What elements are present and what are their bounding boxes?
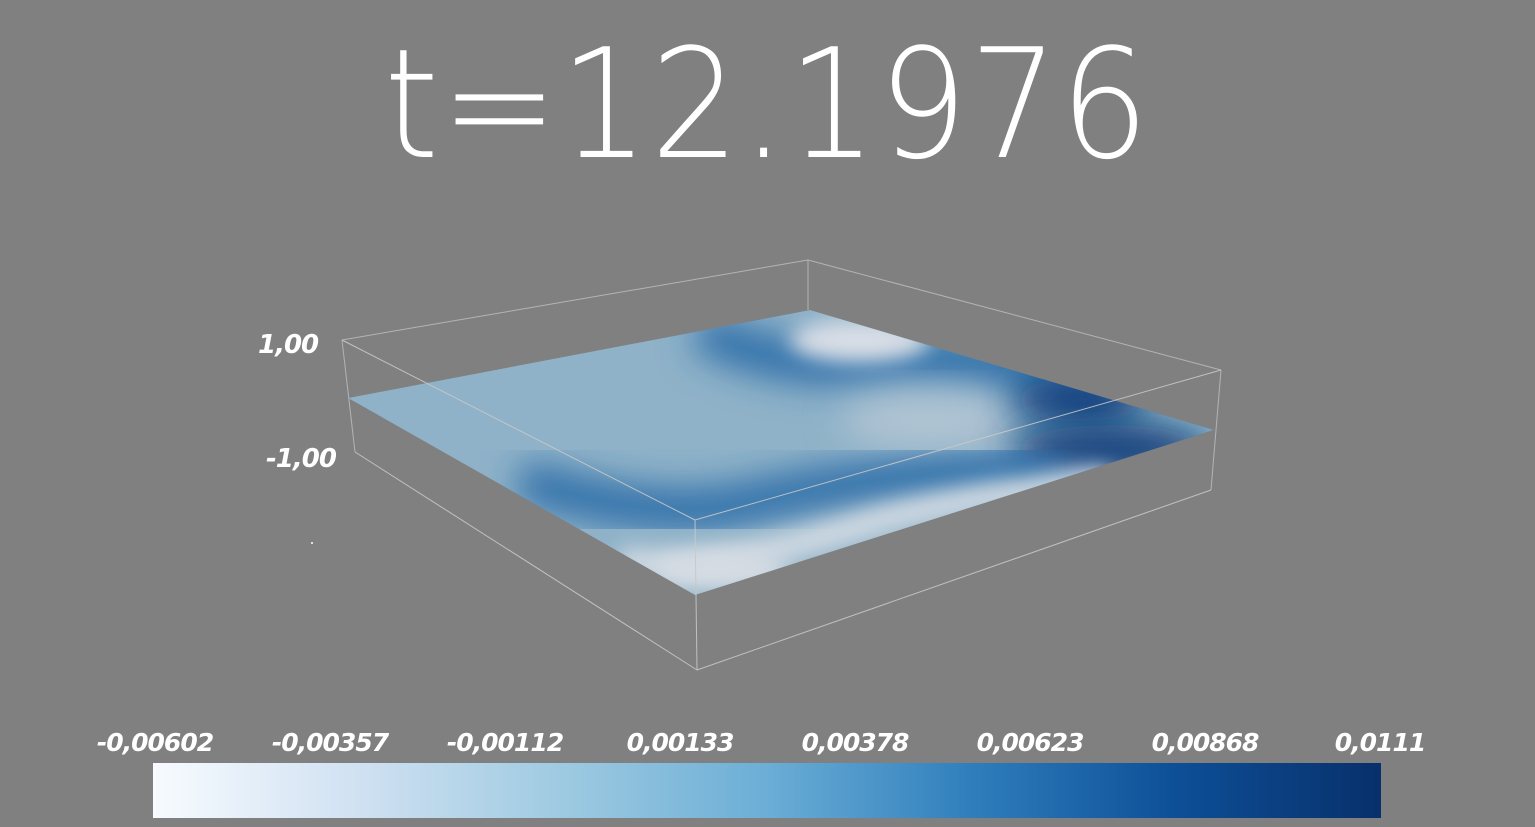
colorbar-label: 0,00133	[626, 728, 735, 757]
colorbar-label: 0,00623	[976, 728, 1085, 757]
render-view[interactable]	[0, 0, 1535, 720]
colorbar-label: -0,00112	[446, 728, 564, 757]
colorbar-label: -0,00602	[96, 728, 214, 757]
colorbar-label: -0,00357	[271, 728, 389, 757]
colorbar-label: 0,00378	[801, 728, 910, 757]
z-axis-tick-bottom: -1,00	[266, 444, 337, 474]
bounding-box-front	[341, 339, 1222, 671]
colorbar	[153, 763, 1381, 818]
z-axis-tick-top: 1,00	[258, 330, 319, 360]
time-title: t=12.1976	[384, 16, 1151, 193]
surface-plot	[348, 310, 1214, 595]
colorbar-label: 0,0111	[1334, 728, 1426, 757]
bounding-box-back	[341, 259, 1222, 491]
colorbar-label: 0,00868	[1151, 728, 1260, 757]
